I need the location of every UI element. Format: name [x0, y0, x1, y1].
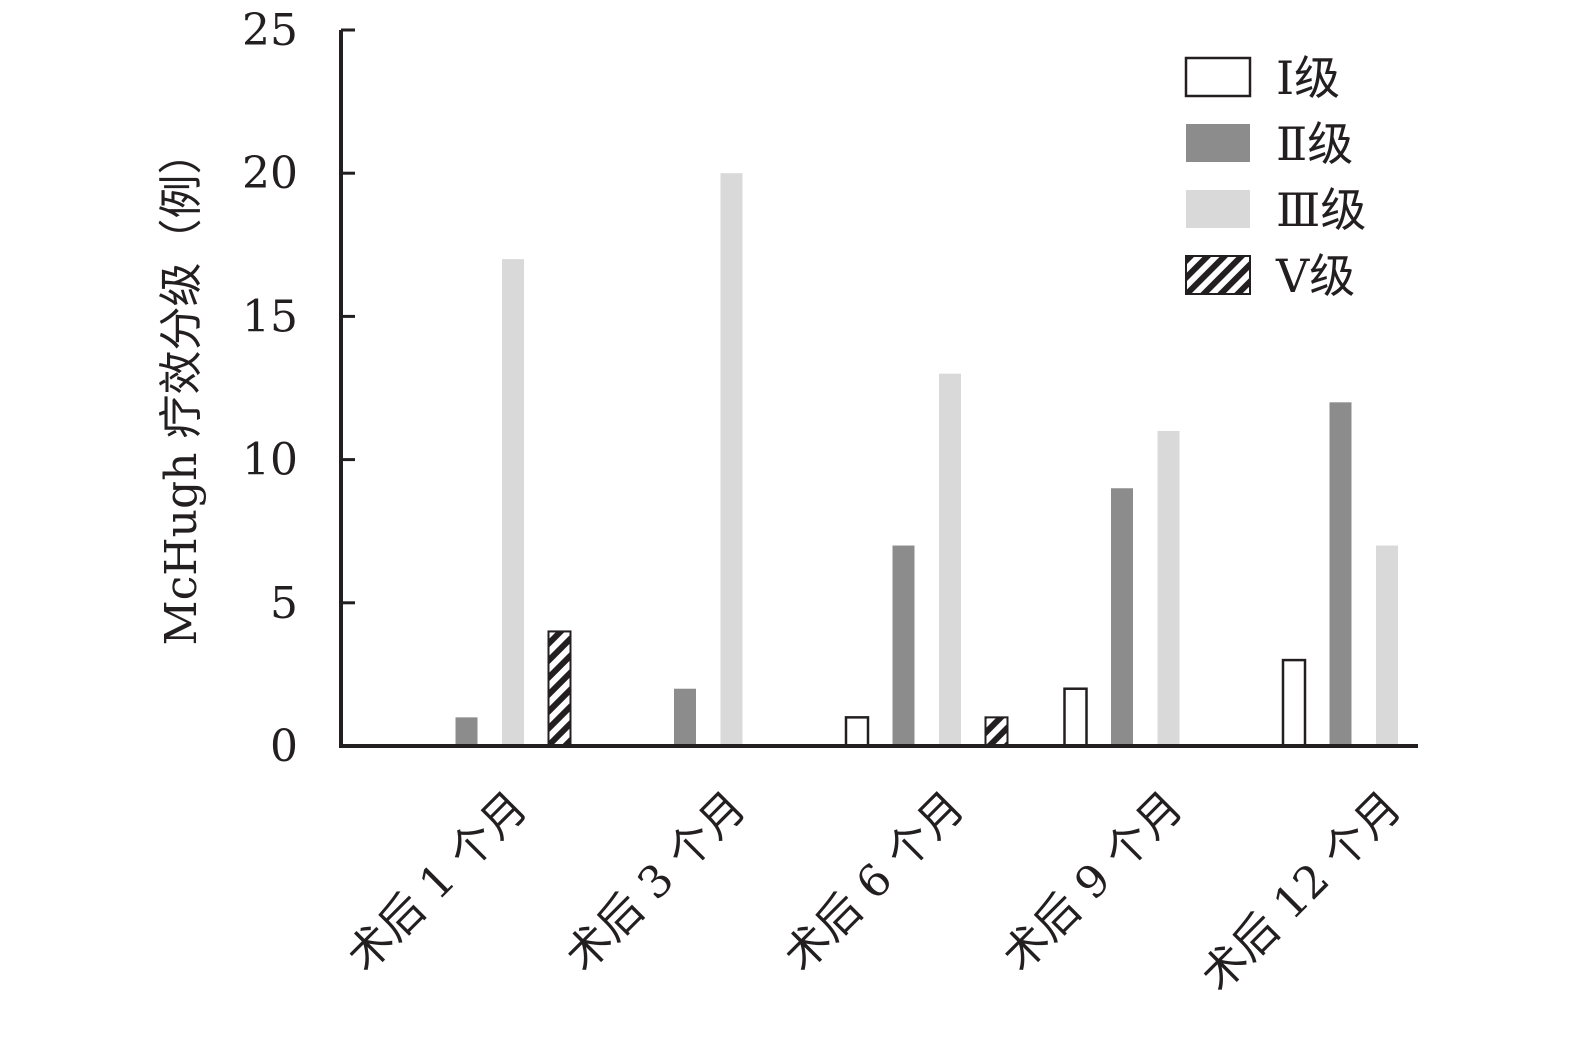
x-tick-label: 术后 1 个月 [337, 782, 537, 982]
bar-4-series-2 [1111, 488, 1133, 746]
bar-2-series-2 [674, 688, 696, 746]
bar-5-series-1 [1281, 658, 1307, 748]
y-tick-label: 25 [242, 5, 298, 56]
x-tick-label: 术后 3 个月 [556, 782, 756, 982]
legend-swatch [1184, 56, 1252, 98]
x-tick-label: 术后 9 个月 [993, 782, 1193, 982]
y-tick-label: 10 [242, 435, 298, 486]
y-tick-label: 0 [270, 721, 298, 772]
y-axis-label: McHugh 疗效分级（例） [156, 131, 207, 646]
legend-label: Ⅱ级 [1276, 117, 1353, 171]
x-tick-label: 术后 12 个月 [1192, 782, 1412, 1002]
bar-2-series-3 [720, 173, 743, 746]
bar-4-series-1 [1063, 687, 1088, 748]
legend: Ⅰ级 Ⅱ级 Ⅲ级 Ⅴ级 [1184, 51, 1366, 303]
bar-4-series-3 [1157, 430, 1180, 746]
bar-3-series-2 [892, 545, 915, 746]
x-tick-label: 术后 6 个月 [774, 782, 974, 982]
y-tick-label: 15 [242, 291, 298, 342]
legend-label: Ⅰ级 [1276, 51, 1340, 105]
legend-label: Ⅲ级 [1276, 183, 1366, 237]
bar-3-series-4 [984, 716, 1009, 747]
bars-layer [455, 173, 1398, 748]
bar-3-series-1 [844, 716, 870, 748]
bar-1-series-2 [455, 717, 478, 746]
legend-swatch [1186, 190, 1250, 228]
bar-5-series-3 [1376, 545, 1398, 746]
axes-layer [339, 28, 1418, 748]
bar-1-series-4 [547, 630, 572, 747]
y-tick-label: 5 [270, 578, 298, 629]
bar-5-series-2 [1329, 402, 1352, 746]
bar-3-series-3 [939, 373, 961, 746]
bar-1-series-3 [502, 259, 524, 746]
legend-label: Ⅴ级 [1275, 249, 1355, 303]
y-tick-label: 20 [242, 148, 298, 199]
legend-swatch [1185, 255, 1251, 295]
legend-swatch [1186, 124, 1250, 162]
